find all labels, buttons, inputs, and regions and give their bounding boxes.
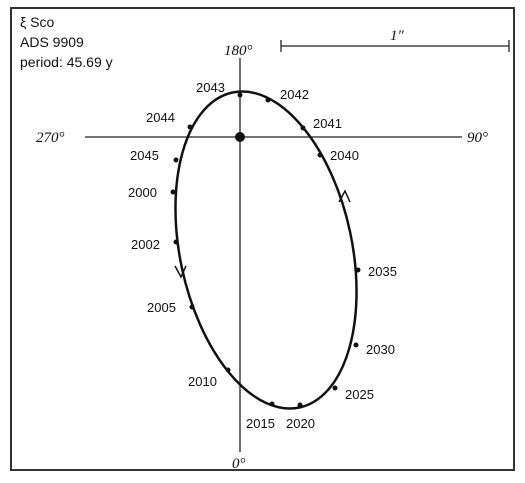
axis-label-bottom: 0° [232, 456, 246, 472]
epoch-label: 2035 [368, 264, 397, 279]
epoch-label: 2041 [313, 116, 342, 131]
direction-arrow [174, 265, 187, 279]
epoch-label: 2000 [128, 185, 157, 200]
epoch-label: 2020 [286, 416, 315, 431]
epoch-label: 2030 [366, 342, 395, 357]
orbit [174, 90, 358, 410]
epoch-label: 2045 [130, 148, 159, 163]
epoch-label: 2043 [196, 80, 225, 95]
axis-label-left: 270° [36, 130, 65, 146]
epoch-label: 2040 [330, 148, 359, 163]
star-name: ξ Sco [20, 14, 54, 30]
scale-label: 1″ [390, 28, 405, 44]
primary-star [235, 132, 245, 142]
epoch-label: 2042 [280, 87, 309, 102]
epoch-label: 2002 [131, 237, 160, 252]
epoch-label: 2044 [146, 110, 175, 125]
period: period: 45.69 y [20, 54, 113, 70]
epoch-label: 2025 [345, 387, 374, 402]
direction-arrow [338, 189, 351, 203]
epoch-label: 2015 [246, 416, 275, 431]
epoch-label: 2010 [188, 374, 217, 389]
epoch-dots [170, 92, 361, 408]
frame [10, 7, 515, 471]
axis-label-right: 90° [467, 130, 488, 146]
scale-bar [280, 40, 510, 52]
catalog: ADS 9909 [20, 34, 84, 50]
axis-label-top: 180° [224, 43, 253, 59]
epoch-label: 2005 [147, 300, 176, 315]
